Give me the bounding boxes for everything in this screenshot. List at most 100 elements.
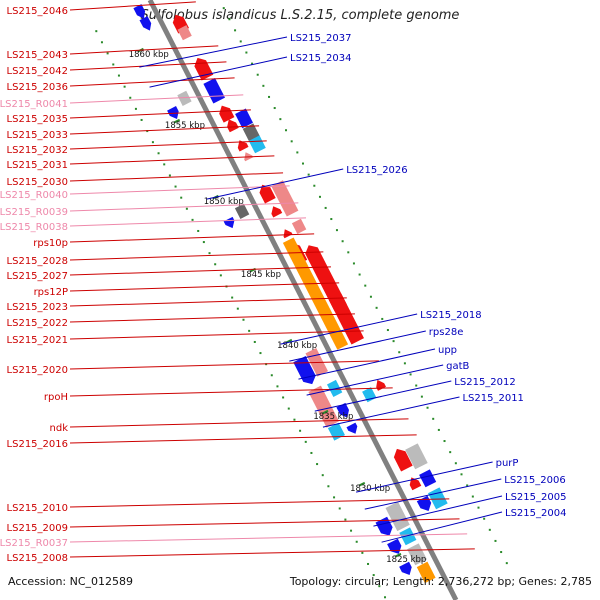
guide-dot (124, 86, 126, 88)
guide-dot (415, 385, 417, 387)
label-leader (70, 388, 393, 396)
gene-feature (224, 217, 235, 228)
gene-feature (376, 380, 386, 391)
label-leader (70, 252, 323, 260)
gene-feature (292, 219, 306, 234)
label-leaders (70, 2, 502, 557)
guide-dot (152, 141, 154, 143)
label-leader (70, 2, 196, 10)
guide-dot (220, 274, 222, 276)
guide-dot (361, 552, 363, 554)
genome-backbone (150, 0, 456, 600)
right-gene-label: LS215_2004 (505, 508, 566, 519)
left-gene-label: LS215_2033 (7, 130, 68, 141)
right-gene-label: LS215_2011 (462, 393, 523, 404)
gene-feature (327, 380, 342, 397)
left-gene-label: LS215_2036 (7, 82, 68, 93)
gene-feature (347, 423, 358, 434)
guide-dot (169, 174, 171, 176)
guide-dot (353, 262, 355, 264)
right-gene-label: LS215_2037 (290, 33, 351, 44)
guide-dot (330, 218, 332, 220)
guide-dot (364, 285, 366, 287)
label-leader (150, 57, 287, 87)
gene-feature (203, 78, 225, 104)
right-gene-label: LS215_2012 (454, 377, 515, 388)
left-gene-label: LS215_2020 (7, 365, 68, 376)
guide-dot (296, 151, 298, 153)
guide-dot (367, 563, 369, 565)
left-gene-label: LS215_2030 (7, 177, 68, 188)
guide-dot (118, 75, 120, 77)
guide-dot (262, 85, 264, 87)
guide-dot (472, 496, 474, 498)
guide-dot (274, 107, 276, 109)
guide-dot (271, 374, 273, 376)
right-gene-label: upp (438, 345, 457, 356)
guide-dot (282, 396, 284, 398)
guide-dot (180, 197, 182, 199)
right-gene-label: LS215_2026 (346, 165, 407, 176)
guide-dot (449, 451, 451, 453)
guide-dot (299, 430, 301, 432)
label-leader (70, 186, 290, 194)
guide-dot (234, 29, 236, 31)
guide-dot (342, 240, 344, 242)
guide-dot (240, 40, 242, 42)
guide-dot (370, 296, 372, 298)
guide-dot (455, 462, 457, 464)
left-gene-label: LS215_R0041 (0, 99, 68, 110)
guide-dot (333, 496, 335, 498)
guide-dot (421, 396, 423, 398)
guide-dot (384, 596, 386, 598)
label-leader (70, 234, 314, 242)
label-leader (70, 173, 283, 181)
left-gene-label: LS215_2008 (7, 553, 68, 564)
gene-feature (428, 487, 448, 509)
guide-dot (313, 185, 315, 187)
gene-feature (399, 527, 416, 545)
guide-dot (336, 229, 338, 231)
guide-dot (248, 330, 250, 332)
guide-dot (494, 540, 496, 542)
left-gene-label: LS215_2027 (7, 271, 68, 282)
gene-feature (140, 16, 152, 31)
left-gene-label: LS215_2028 (7, 256, 68, 267)
guide-dot (500, 551, 502, 553)
guide-dot (257, 74, 259, 76)
gene-feature (167, 106, 179, 119)
guide-dot (101, 41, 103, 43)
guide-dot (347, 251, 349, 253)
guide-dot (319, 196, 321, 198)
guide-dot (112, 63, 114, 65)
guide-dot (506, 562, 508, 564)
guide-dot (259, 352, 261, 354)
guide-dot (344, 519, 346, 521)
guide-dot (231, 297, 233, 299)
left-gene-label: rps12P (34, 287, 68, 298)
left-gene-label: LS215_2016 (7, 439, 68, 450)
guide-dot (192, 219, 194, 221)
label-leader (70, 156, 274, 164)
guide-dot (339, 507, 341, 509)
right-gene-label: LS215_2006 (504, 475, 565, 486)
gene-feature (419, 469, 436, 487)
kbp-label: 1840 kbp (277, 341, 317, 351)
guide-dot (404, 362, 406, 364)
guide-dot (268, 96, 270, 98)
guide-dot (438, 429, 440, 431)
guide-dot (276, 385, 278, 387)
left-gene-label: LS215_2009 (7, 523, 68, 534)
gene-feature (227, 119, 239, 132)
guide-dot (237, 308, 239, 310)
left-gene-label: LS215_2010 (7, 503, 68, 514)
left-gene-label: LS215_2032 (7, 145, 68, 156)
left-gene-label: LS215_2023 (7, 302, 68, 313)
label-leader (70, 419, 409, 427)
guide-dot (308, 174, 310, 176)
right-gene-label: purP (496, 458, 519, 469)
gene-feature (284, 229, 293, 238)
left-gene-label: LS215_2022 (7, 318, 68, 329)
guide-dot (158, 152, 160, 154)
guide-dot (483, 518, 485, 520)
